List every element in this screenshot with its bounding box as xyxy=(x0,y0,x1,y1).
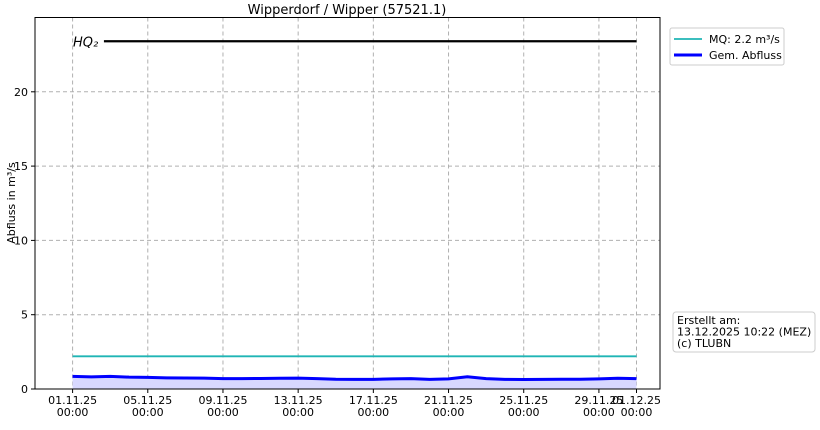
y-tick-label: 0 xyxy=(21,383,28,396)
y-tick-label: 5 xyxy=(21,309,28,322)
x-tick-label: 01.11.25 00:00 xyxy=(48,394,97,419)
x-tick-label: 17.11.25 00:00 xyxy=(349,394,398,419)
chart-title: Wipperdorf / Wipper (57521.1) xyxy=(248,3,447,18)
x-tick-label: 29.11.25 00:00 xyxy=(574,394,623,419)
x-tick-label: 01.12.25 00:00 xyxy=(612,394,661,419)
y-tick-label: 10 xyxy=(14,234,28,247)
x-tick-label: 09.11.25 00:00 xyxy=(198,394,247,419)
y-tick-label: 20 xyxy=(14,86,28,99)
legend-label: MQ: 2.2 m³/s xyxy=(709,33,780,46)
x-tick-label: 13.11.25 00:00 xyxy=(274,394,323,419)
annotation-text: 13.12.2025 10:22 (MEZ) xyxy=(677,326,811,339)
x-tick-label: 25.11.25 00:00 xyxy=(499,394,548,419)
legend-label: Gem. Abfluss xyxy=(709,49,782,62)
y-axis-label: Abfluss in m³/s xyxy=(5,162,18,244)
x-tick-label: 05.11.25 00:00 xyxy=(123,394,172,419)
x-tick-label: 21.11.25 00:00 xyxy=(424,394,473,419)
annotation-box xyxy=(672,311,816,353)
plot-frame xyxy=(34,17,661,390)
line xyxy=(72,374,637,381)
y-tick-label: 15 xyxy=(14,160,28,173)
annotation-text: (c) TLUBN xyxy=(677,337,731,350)
reference-label: HQ₂ xyxy=(73,35,98,50)
annotation-text: Erstellt am: xyxy=(677,314,740,327)
